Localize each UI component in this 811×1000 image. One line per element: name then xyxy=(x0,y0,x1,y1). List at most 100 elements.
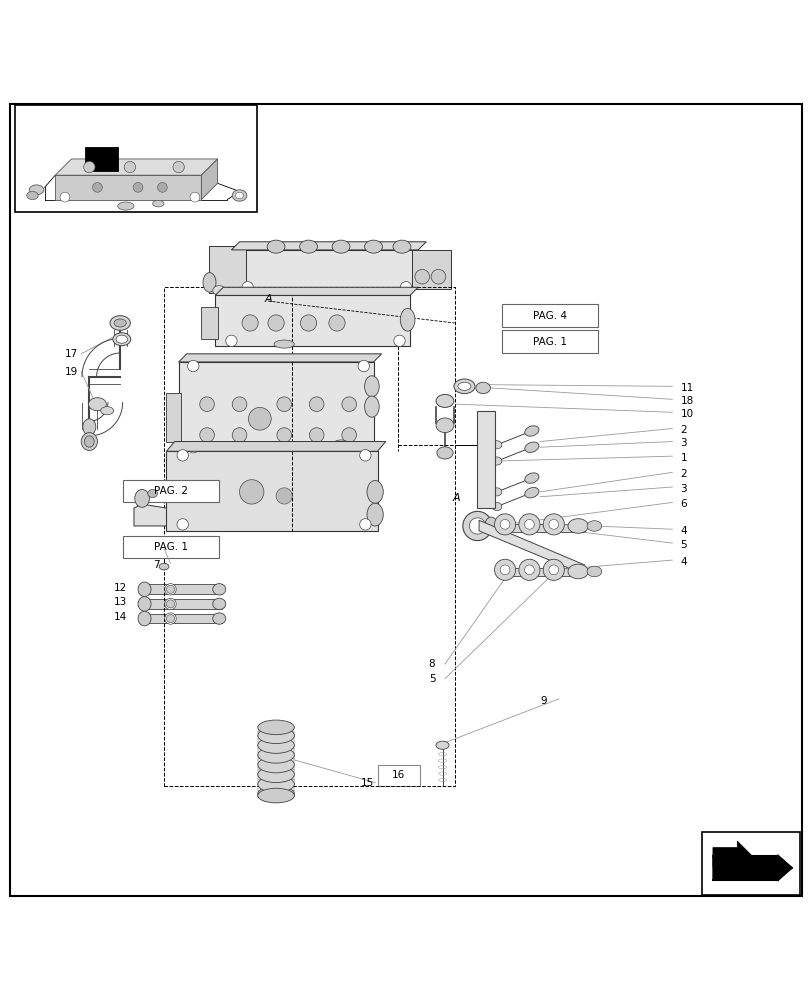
Text: 17: 17 xyxy=(65,349,78,359)
Ellipse shape xyxy=(27,191,38,200)
Ellipse shape xyxy=(393,240,410,253)
Ellipse shape xyxy=(436,394,453,407)
Ellipse shape xyxy=(148,489,157,498)
Ellipse shape xyxy=(118,202,134,210)
Ellipse shape xyxy=(258,776,294,792)
Text: 10: 10 xyxy=(680,409,693,419)
Ellipse shape xyxy=(88,398,106,411)
Circle shape xyxy=(358,442,369,453)
Bar xyxy=(201,307,217,339)
Text: 8: 8 xyxy=(428,659,435,669)
Ellipse shape xyxy=(258,727,294,744)
Ellipse shape xyxy=(453,379,474,394)
Circle shape xyxy=(462,511,491,541)
Ellipse shape xyxy=(524,473,539,483)
Circle shape xyxy=(341,428,356,442)
Bar xyxy=(144,614,221,623)
Circle shape xyxy=(358,360,369,372)
Circle shape xyxy=(190,192,200,202)
Text: 4: 4 xyxy=(680,557,686,567)
Polygon shape xyxy=(55,175,201,200)
Circle shape xyxy=(479,433,492,446)
Ellipse shape xyxy=(484,517,497,535)
Circle shape xyxy=(242,315,258,331)
Text: 18: 18 xyxy=(680,396,693,406)
Text: 19: 19 xyxy=(65,367,78,377)
Circle shape xyxy=(469,518,485,534)
Ellipse shape xyxy=(586,521,601,531)
Circle shape xyxy=(239,480,264,504)
Circle shape xyxy=(359,519,371,530)
Ellipse shape xyxy=(165,598,176,610)
Polygon shape xyxy=(85,147,118,171)
Ellipse shape xyxy=(367,503,383,526)
Circle shape xyxy=(277,397,291,411)
Ellipse shape xyxy=(203,273,216,292)
Circle shape xyxy=(166,585,174,593)
Circle shape xyxy=(60,192,70,202)
Circle shape xyxy=(524,519,534,529)
Circle shape xyxy=(518,514,539,535)
Ellipse shape xyxy=(258,747,294,763)
Text: 1: 1 xyxy=(680,453,686,463)
Circle shape xyxy=(393,335,405,347)
Circle shape xyxy=(200,428,214,442)
Polygon shape xyxy=(166,442,385,451)
Ellipse shape xyxy=(524,442,539,452)
Circle shape xyxy=(232,428,247,442)
Text: PAG. 4: PAG. 4 xyxy=(532,311,566,321)
Ellipse shape xyxy=(113,333,131,346)
Text: A: A xyxy=(264,294,272,304)
Circle shape xyxy=(543,559,564,580)
Circle shape xyxy=(124,161,135,173)
Ellipse shape xyxy=(138,582,151,597)
Circle shape xyxy=(268,315,284,331)
Ellipse shape xyxy=(101,407,114,415)
Polygon shape xyxy=(134,504,166,526)
Text: PAG. 2: PAG. 2 xyxy=(154,486,188,496)
Ellipse shape xyxy=(457,382,470,390)
Text: 5: 5 xyxy=(428,674,435,684)
Circle shape xyxy=(92,183,102,192)
Circle shape xyxy=(300,315,316,331)
Ellipse shape xyxy=(436,418,453,433)
Ellipse shape xyxy=(212,598,225,610)
Circle shape xyxy=(341,397,356,411)
Circle shape xyxy=(177,519,188,530)
Polygon shape xyxy=(478,520,584,575)
Bar xyxy=(123,536,219,558)
Circle shape xyxy=(500,519,509,529)
Bar xyxy=(123,480,219,502)
Bar xyxy=(501,330,597,353)
Ellipse shape xyxy=(524,426,539,436)
Bar xyxy=(503,568,584,576)
Polygon shape xyxy=(178,354,381,362)
Ellipse shape xyxy=(364,376,379,397)
Bar xyxy=(15,105,256,212)
Circle shape xyxy=(157,183,167,192)
Bar xyxy=(215,295,410,346)
Text: 2: 2 xyxy=(680,469,686,479)
Circle shape xyxy=(309,428,324,442)
Text: 13: 13 xyxy=(114,597,127,607)
Circle shape xyxy=(232,397,247,411)
Circle shape xyxy=(494,514,515,535)
Ellipse shape xyxy=(165,584,176,595)
Polygon shape xyxy=(712,841,753,874)
Bar xyxy=(501,304,597,327)
Circle shape xyxy=(400,282,411,293)
Ellipse shape xyxy=(491,502,501,511)
Bar xyxy=(178,362,373,453)
Circle shape xyxy=(84,161,95,173)
Ellipse shape xyxy=(333,440,349,450)
Ellipse shape xyxy=(84,436,94,447)
Ellipse shape xyxy=(258,757,294,773)
Circle shape xyxy=(548,519,558,529)
Circle shape xyxy=(242,282,253,293)
Circle shape xyxy=(166,614,174,623)
Ellipse shape xyxy=(159,563,169,570)
Circle shape xyxy=(543,514,564,535)
Text: 14: 14 xyxy=(114,612,127,622)
Ellipse shape xyxy=(491,488,501,496)
Text: 5: 5 xyxy=(680,540,686,550)
